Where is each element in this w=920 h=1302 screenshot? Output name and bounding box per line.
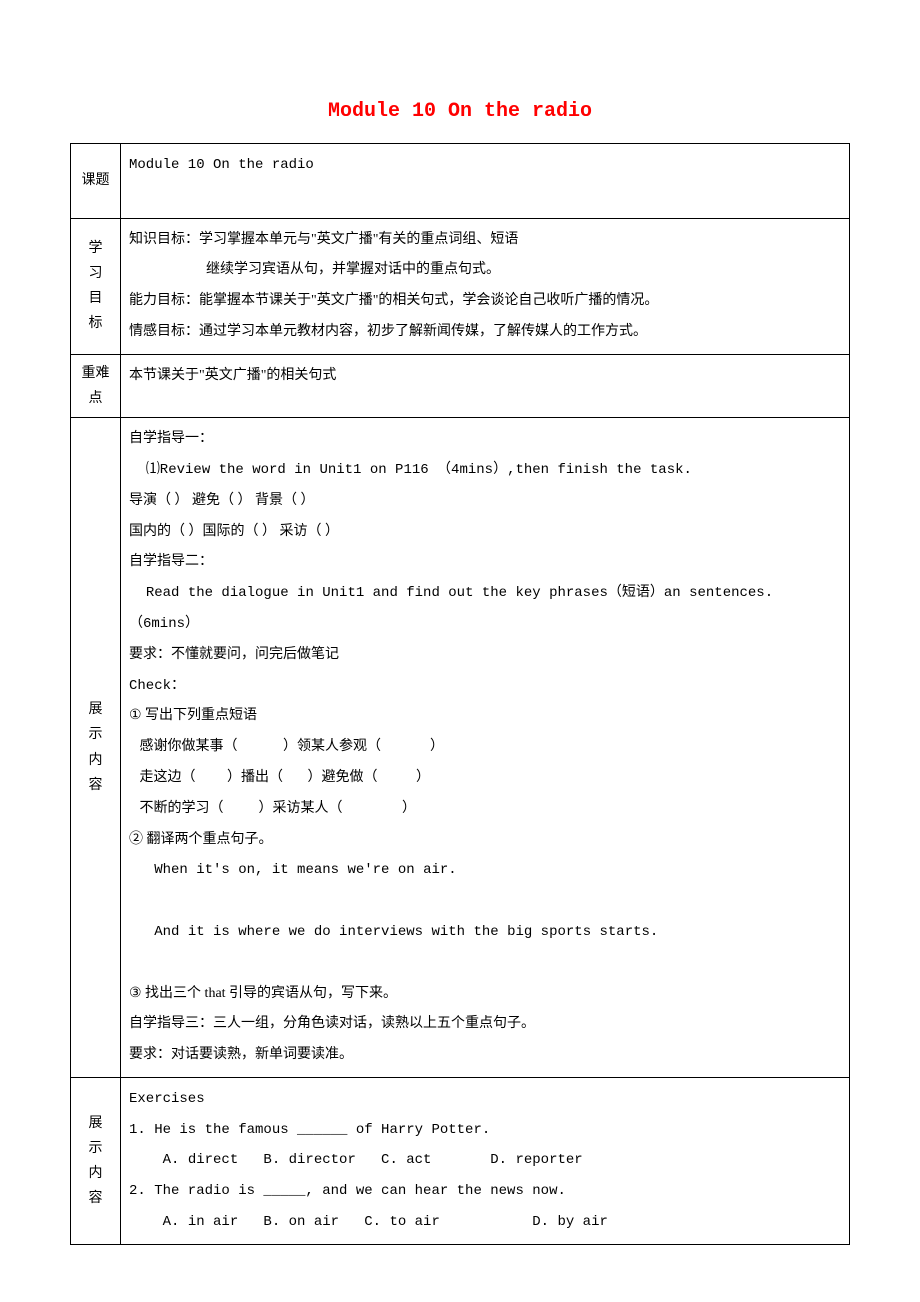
knowledge-text1: 学习掌握本单元与"英文广播"有关的重点词组、短语 — [199, 232, 518, 247]
content2-body: Exercises 1. He is the famous ______ of … — [121, 1077, 850, 1244]
c1-line3: 导演（ ） 避免（ ） 背景（ ） — [129, 493, 315, 508]
table-row-content1: 展示内容 自学指导一： ⑴Review the word in Unit1 on… — [71, 418, 850, 1078]
emotion-label: 情感目标： — [129, 324, 199, 339]
topic-header: 课题 — [71, 144, 121, 219]
content2-header-text: 展示内容 — [89, 1116, 103, 1207]
c1-line14: When it's on, it means we're on air. — [129, 862, 457, 878]
page-title: Module 10 On the radio — [70, 100, 850, 123]
c1-line18: 要求：对话要读熟，新单词要读准。 — [129, 1047, 353, 1062]
c1-line16: ③ 找出三个 that 引导的宾语从句，写下来。 — [129, 986, 397, 1001]
c1-line7: 要求：不懂就要问，问完后做笔记 — [129, 647, 339, 662]
ability-text1: 能掌握本节课关于"英文广播"的相关句式，学会谈论自己收听广播的情况。 — [199, 293, 658, 308]
c1-line4: 国内的（ ）国际的（ ） 采访（ ） — [129, 524, 339, 539]
c1-line17: 自学指导三：三人一组，分角色读对话，读熟以上五个重点句子。 — [129, 1016, 535, 1031]
c2-line2: 1. He is the famous ______ of Harry Pott… — [129, 1122, 490, 1138]
knowledge-text2: 继续学习宾语从句，并掌握对话中的重点句式。 — [129, 255, 841, 286]
knowledge-label: 知识目标： — [129, 232, 199, 247]
content1-header-text: 展示内容 — [89, 702, 103, 793]
table-row-topic: 课题 Module 10 On the radio — [71, 144, 850, 219]
table-row-goals: 学习目标 知识目标：学习掌握本单元与"英文广播"有关的重点词组、短语 继续学习宾… — [71, 218, 850, 354]
table-row-difficulty: 重难点 本节课关于"英文广播"的相关句式 — [71, 354, 850, 417]
goals-header: 学习目标 — [71, 218, 121, 354]
c1-line10: 感谢你做某事（ ）领某人参观（ ） — [129, 739, 444, 754]
c1-line13: ② 翻译两个重点句子。 — [129, 832, 273, 847]
c1-line8: Check： — [129, 678, 185, 694]
c1-line9: ① 写出下列重点短语 — [129, 708, 257, 723]
topic-text: Module 10 On the radio — [129, 157, 314, 173]
difficulty-header: 重难点 — [71, 354, 121, 417]
table-row-content2: 展示内容 Exercises 1. He is the famous _____… — [71, 1077, 850, 1244]
content1-header: 展示内容 — [71, 418, 121, 1078]
c1-line2: ⑴Review the word in Unit1 on P116 （4mins… — [129, 462, 692, 478]
c1-line15: And it is where we do interviews with th… — [129, 924, 658, 940]
c2-line3: A. direct B. director C. act D. reporter — [129, 1152, 583, 1168]
c2-line1: Exercises — [129, 1091, 205, 1107]
c1-line6: Read the dialogue in Unit1 and find out … — [129, 585, 773, 632]
c1-line12: 不断的学习（ ）采访某人（ ） — [129, 801, 416, 816]
c1-line1: 自学指导一： — [129, 431, 213, 446]
c1-line11: 走这边（ ）播出（ ）避免做（ ） — [129, 770, 430, 785]
difficulty-content: 本节课关于"英文广播"的相关句式 — [121, 354, 850, 417]
lesson-plan-table: 课题 Module 10 On the radio 学习目标 知识目标：学习掌握… — [70, 143, 850, 1245]
c2-line5: A. in air B. on air C. to air D. by air — [129, 1214, 608, 1230]
content1-body: 自学指导一： ⑴Review the word in Unit1 on P116… — [121, 418, 850, 1078]
emotion-text1: 通过学习本单元教材内容，初步了解新闻传媒，了解传媒人的工作方式。 — [199, 324, 647, 339]
c1-line5: 自学指导二： — [129, 554, 213, 569]
goals-header-text: 学习目标 — [89, 241, 103, 332]
goals-content: 知识目标：学习掌握本单元与"英文广播"有关的重点词组、短语 继续学习宾语从句，并… — [121, 218, 850, 354]
content2-header: 展示内容 — [71, 1077, 121, 1244]
c2-line4: 2. The radio is _____, and we can hear t… — [129, 1183, 566, 1199]
ability-label: 能力目标： — [129, 293, 199, 308]
topic-content: Module 10 On the radio — [121, 144, 850, 219]
